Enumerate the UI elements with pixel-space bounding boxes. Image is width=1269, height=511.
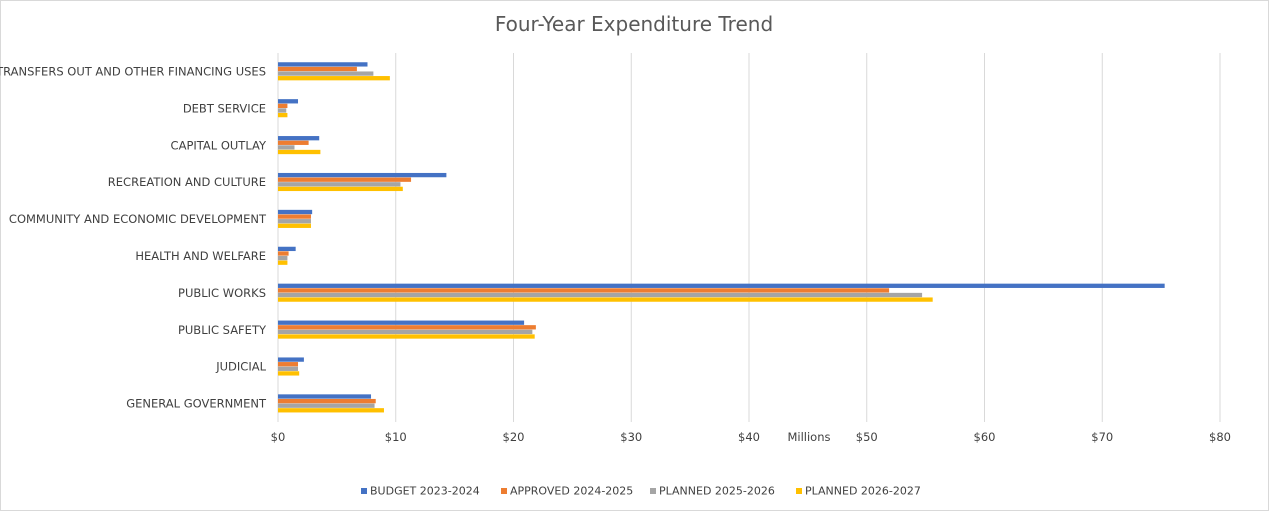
category-label: HEALTH AND WELFARE <box>135 249 266 263</box>
bar <box>278 66 357 72</box>
x-axis-ticks: $0 $10 $20 $30 $40 $50 $60 $70 $80 <box>271 430 1231 444</box>
x-tick-label: $80 <box>1209 430 1231 444</box>
bar <box>278 182 401 187</box>
bar <box>278 149 321 155</box>
bar <box>278 260 288 265</box>
legend-label: PLANNED 2025-2026 <box>659 485 775 498</box>
bar <box>278 103 288 109</box>
bar <box>278 209 313 215</box>
bar <box>278 334 535 339</box>
legend-swatch <box>361 488 367 494</box>
bar <box>278 145 295 150</box>
category-label: COMMUNITY AND ECONOMIC DEVELOPMENT <box>9 212 267 226</box>
bar <box>278 177 412 182</box>
legend-label: APPROVED 2024-2025 <box>510 485 633 498</box>
bar <box>278 172 447 178</box>
bar <box>278 408 384 413</box>
bar <box>278 403 375 408</box>
gridlines <box>277 53 1221 422</box>
x-tick-label: $30 <box>620 430 642 444</box>
category-label: RECREATION AND CULTURE <box>108 175 266 189</box>
x-tick-label: $50 <box>856 430 878 444</box>
bar <box>278 255 288 261</box>
bar <box>278 251 289 256</box>
bar <box>278 329 533 335</box>
bar <box>278 246 296 252</box>
bar <box>278 292 923 298</box>
bar <box>278 297 933 302</box>
bar <box>278 140 309 145</box>
x-tick-label: $10 <box>385 430 407 444</box>
bar <box>278 288 890 293</box>
bar <box>278 71 374 76</box>
bar <box>278 320 525 325</box>
bar <box>278 366 299 371</box>
bars <box>278 62 1165 413</box>
x-tick-label: $60 <box>974 430 996 444</box>
category-label: JUDICIAL <box>215 360 266 374</box>
bar <box>278 112 288 118</box>
bar <box>278 362 299 367</box>
bar <box>278 283 1165 288</box>
legend-label: BUDGET 2023-2024 <box>370 485 480 498</box>
x-tick-label: $0 <box>271 430 286 444</box>
bar <box>278 76 390 81</box>
category-label: PUBLIC WORKS <box>178 286 266 300</box>
bar <box>278 357 304 362</box>
category-label: PUBLIC SAFETY <box>178 323 267 337</box>
category-label: CAPITAL OUTLAY <box>171 138 267 152</box>
legend-swatch <box>650 488 656 494</box>
x-tick-label: $40 <box>738 430 760 444</box>
category-label: DEBT SERVICE <box>183 101 266 115</box>
x-tick-label: $20 <box>503 430 525 444</box>
legend-label: PLANNED 2026-2027 <box>805 485 921 498</box>
bar <box>278 398 376 404</box>
category-label: GENERAL GOVERNMENT <box>126 397 267 411</box>
bar <box>278 136 320 141</box>
bar <box>278 394 372 399</box>
bar <box>278 99 299 104</box>
bar <box>278 371 300 376</box>
legend-swatch <box>501 488 507 494</box>
category-label: TRANSFERS OUT AND OTHER FINANCING USES <box>0 64 266 78</box>
category-labels: TRANSFERS OUT AND OTHER FINANCING USES DE… <box>0 64 267 410</box>
legend: BUDGET 2023-2024 APPROVED 2024-2025 PLANNE… <box>361 485 921 498</box>
legend-swatch <box>796 488 802 494</box>
bar <box>278 62 368 67</box>
bar <box>278 223 311 228</box>
chart-title: Four-Year Expenditure Trend <box>495 12 773 36</box>
x-tick-label: $70 <box>1091 430 1113 444</box>
bar <box>278 219 311 224</box>
bar <box>278 186 403 192</box>
bar <box>278 108 287 113</box>
bar <box>278 325 536 330</box>
x-axis-unit-label: Millions <box>787 430 830 444</box>
bar <box>278 214 311 219</box>
